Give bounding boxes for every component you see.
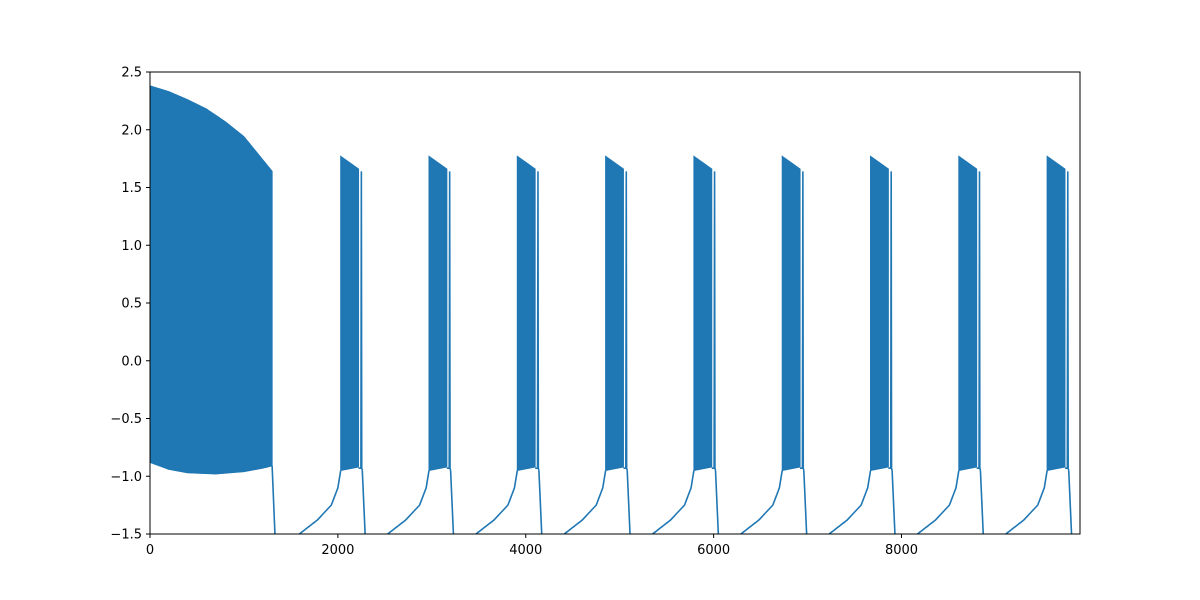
series-layer <box>150 85 1073 534</box>
recovery-line <box>828 470 872 534</box>
last-spike <box>888 171 893 471</box>
x-axis: 0 2000 4000 6000 8000 <box>146 534 918 558</box>
recovery-line <box>475 470 519 534</box>
recovery-line <box>1005 470 1048 534</box>
y-tick-label: 2.5 <box>121 66 142 81</box>
last-spike <box>623 171 628 471</box>
burst-body <box>958 155 978 472</box>
last-spike <box>446 171 452 471</box>
burst-body <box>516 155 536 472</box>
burst-body <box>693 155 713 472</box>
y-tick-label: 2.0 <box>121 123 142 138</box>
burst-8 <box>916 155 985 534</box>
post-burst-drop <box>538 470 543 534</box>
last-spike <box>1064 171 1070 471</box>
x-tick-label: 4000 <box>509 543 542 558</box>
recovery-line <box>652 470 695 534</box>
post-burst-drop <box>449 470 455 534</box>
burst-body <box>340 155 360 472</box>
y-tick-label: 1.5 <box>121 181 142 196</box>
y-tick-label: 0.5 <box>121 297 142 312</box>
burst-5 <box>652 155 720 534</box>
post-burst-drop <box>803 470 808 534</box>
recovery-line <box>563 470 607 534</box>
burst-body <box>428 155 448 472</box>
last-spike <box>535 171 540 471</box>
burst-body <box>870 155 889 472</box>
burst-1 <box>298 155 366 534</box>
initial-drop-line <box>271 465 276 534</box>
y-tick-label: 1.0 <box>121 239 142 254</box>
y-axis: −1.5 −1.0 −0.5 0.0 0.5 1.0 1.5 2.0 2.5 <box>110 66 150 543</box>
post-burst-drop <box>979 470 985 534</box>
burst-body <box>1046 155 1066 472</box>
burst-4 <box>563 155 631 534</box>
y-tick-label: 0.0 <box>121 354 142 369</box>
y-tick-label: −0.5 <box>110 412 142 427</box>
burst-2 <box>387 155 455 534</box>
recovery-line <box>740 470 783 534</box>
x-tick-label: 2000 <box>321 543 354 558</box>
burst-7 <box>828 155 896 534</box>
burst-body <box>605 155 624 472</box>
last-spike <box>976 171 982 471</box>
y-tick-label: −1.0 <box>110 470 142 485</box>
recovery-line <box>387 470 430 534</box>
x-tick-label: 0 <box>146 543 154 558</box>
x-tick-label: 6000 <box>697 543 730 558</box>
last-spike <box>800 171 805 471</box>
last-spike <box>711 171 717 471</box>
post-burst-drop <box>1067 470 1073 534</box>
post-burst-drop <box>626 470 631 534</box>
recovery-line <box>298 470 342 534</box>
burst-9 <box>1005 155 1073 534</box>
recovery-line <box>916 470 960 534</box>
x-tick-label: 8000 <box>885 543 918 558</box>
post-burst-drop <box>714 470 720 534</box>
burst-body <box>781 155 801 472</box>
burst-3 <box>475 155 543 534</box>
post-burst-drop <box>361 470 366 534</box>
last-spike <box>358 171 364 471</box>
y-tick-label: −1.5 <box>110 528 142 543</box>
post-burst-drop <box>891 470 896 534</box>
burst-6 <box>740 155 808 534</box>
